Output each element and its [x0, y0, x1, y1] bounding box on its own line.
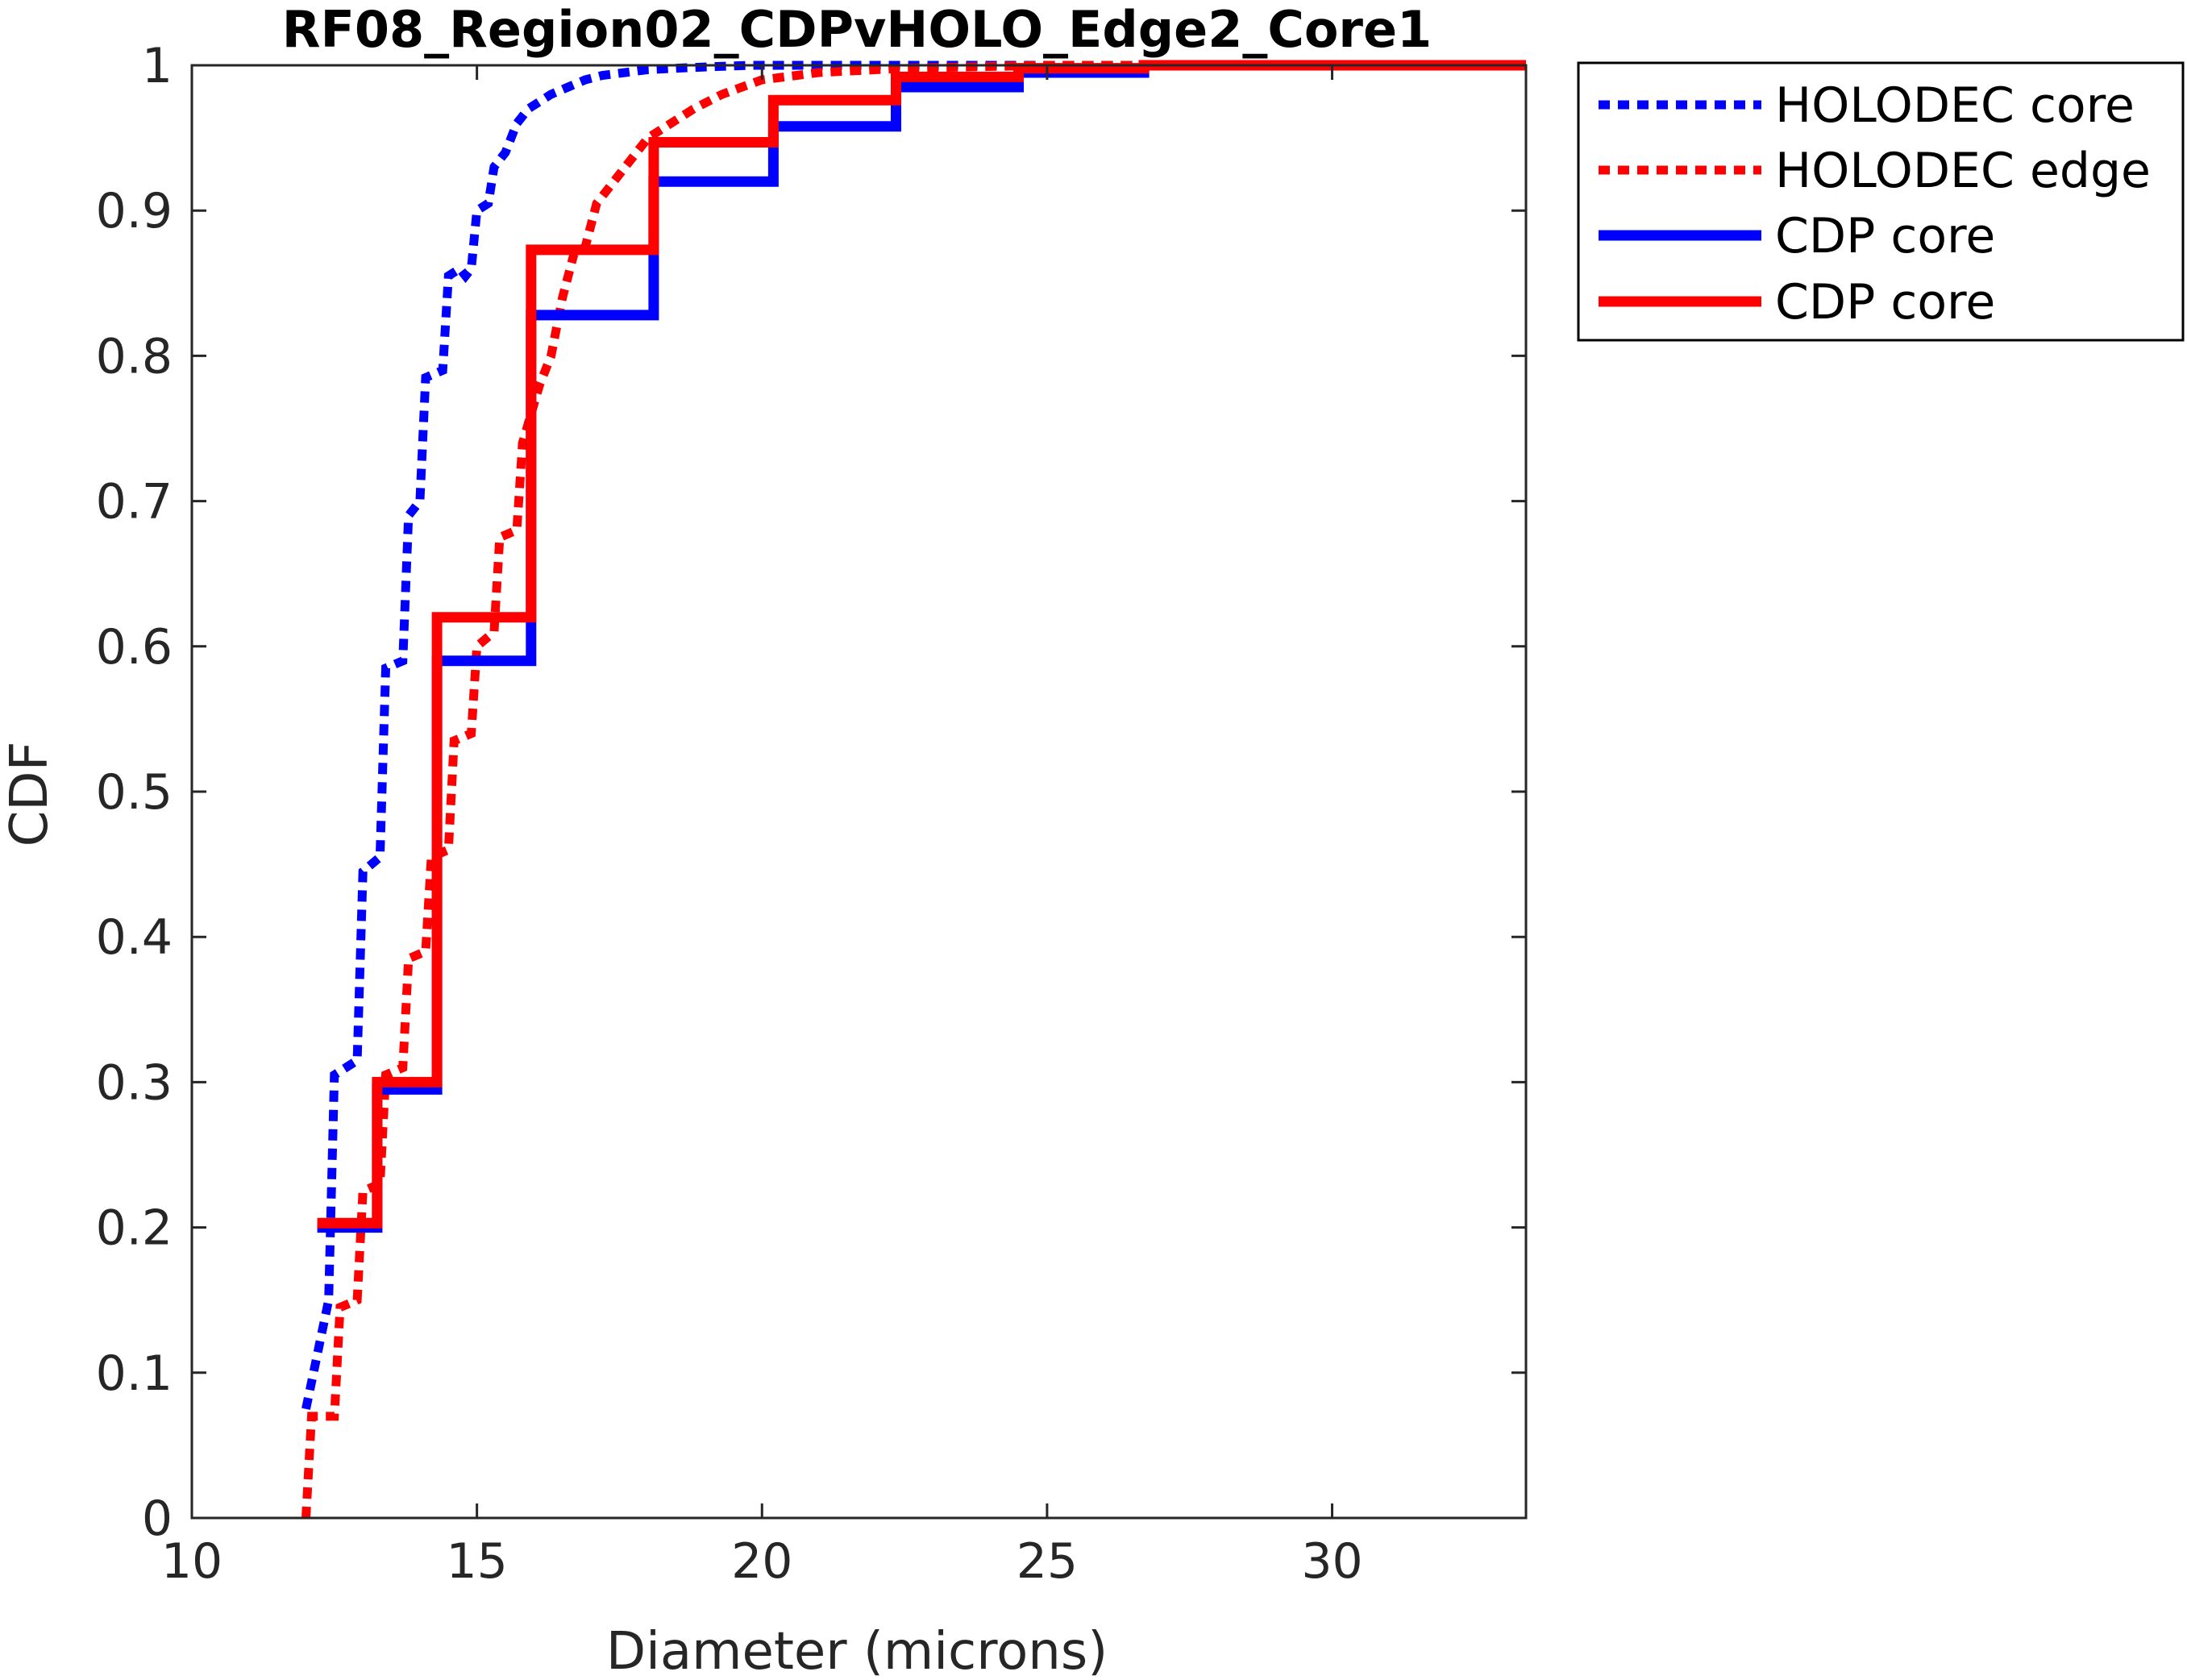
plot-background — [192, 65, 1526, 1518]
series-layer — [301, 60, 1526, 1519]
plot-area — [192, 65, 1526, 1518]
legend: HOLODEC core HOLODEC edge CDP core CDP core — [1577, 61, 2185, 342]
chart-title: RF08_Region02_CDPvHOLO_Edge2_Core1 — [282, 0, 1432, 59]
x-tick-label: 10 — [161, 1533, 222, 1590]
holodec-core-line — [301, 60, 1526, 1410]
cdp-core-red-line — [317, 60, 1526, 1229]
y-tick-label: 1 — [142, 38, 173, 94]
x-axis-label: Diameter (microns) — [606, 1622, 1108, 1680]
legend-label: CDP core — [1775, 208, 1995, 264]
y-tick-label: 0 — [142, 1491, 173, 1547]
x-tick-label: 20 — [731, 1533, 792, 1590]
legend-entry-cdp-core-blue: CDP core — [1599, 208, 1995, 264]
legend-label: HOLODEC edge — [1775, 143, 2151, 199]
y-tick-label: 0.3 — [96, 1054, 173, 1111]
y-tick-label: 0.2 — [96, 1200, 173, 1257]
axes-layer: 10 15 20 25 30 0 0.1 0.2 0.3 0.4 0.5 0.6 0.7 0.8 0.9 1 — [96, 38, 1528, 1590]
y-tick-label: 0.8 — [96, 328, 173, 385]
y-tick-label: 0.1 — [96, 1345, 173, 1402]
legend-entry-holodec-core: HOLODEC core — [1599, 77, 2135, 134]
legend-entry-cdp-core-red: CDP core — [1599, 274, 1995, 331]
y-tick-label: 0.6 — [96, 619, 173, 676]
legend-entry-holodec-edge: HOLODEC edge — [1599, 143, 2151, 199]
x-tick-label: 15 — [446, 1533, 507, 1590]
y-tick-label: 0.9 — [96, 183, 173, 239]
y-axis-label: CDF — [0, 742, 60, 847]
x-tick-label: 25 — [1017, 1533, 1078, 1590]
legend-label: HOLODEC core — [1775, 77, 2135, 134]
y-tick-label: 0.7 — [96, 474, 173, 530]
holodec-edge-line — [301, 60, 1526, 1519]
y-tick-label: 0.4 — [96, 909, 173, 966]
y-tick-label: 0.5 — [96, 764, 173, 821]
legend-label: CDP core — [1775, 274, 1995, 331]
x-tick-label: 30 — [1301, 1533, 1362, 1590]
